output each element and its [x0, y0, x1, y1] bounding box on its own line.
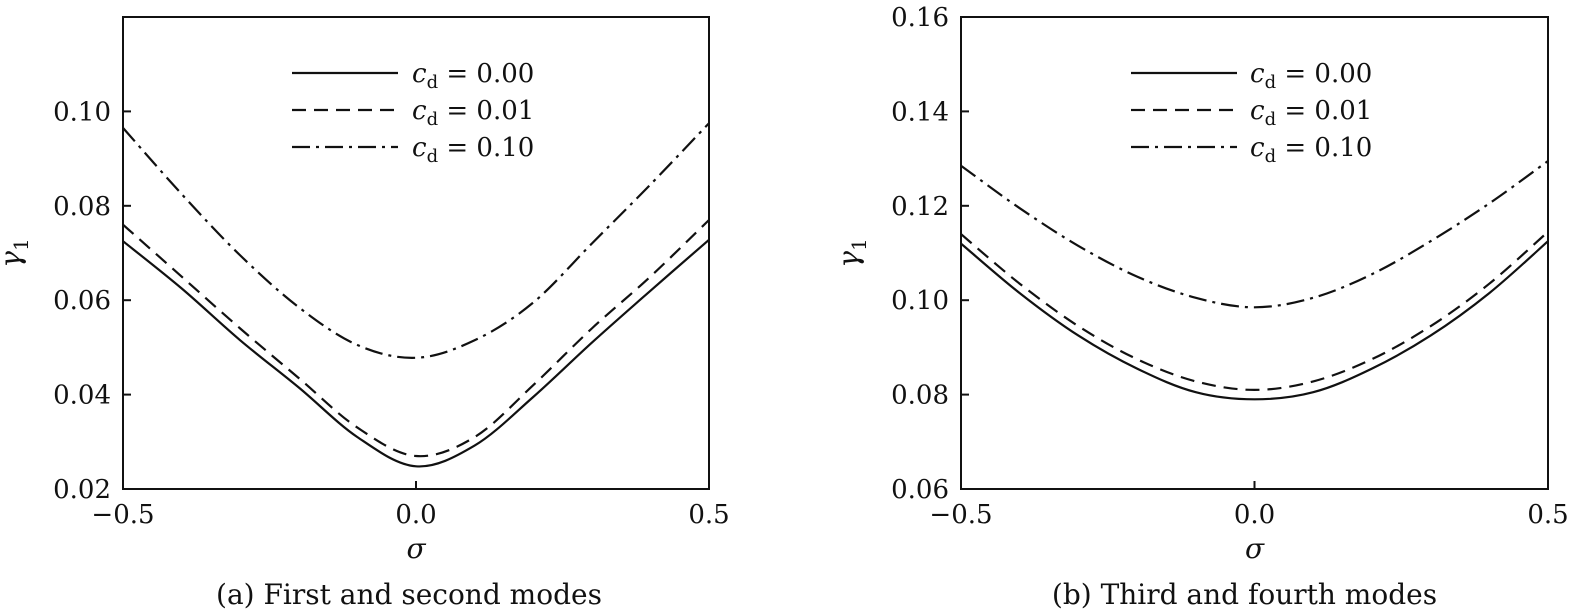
- y-tick-label: 0.10: [891, 286, 949, 316]
- y-tick-label: 0.06: [891, 475, 949, 505]
- legend-label: cd = 0.01: [412, 96, 534, 130]
- y-tick-label: 0.16: [891, 3, 949, 33]
- panel-caption: (a) First and second modes: [216, 578, 602, 611]
- y-tick-label: 0.02: [53, 475, 111, 505]
- y-tick-label: 0.10: [53, 97, 111, 127]
- legend-label: cd = 0.10: [1250, 133, 1372, 167]
- series-line-solid: [122, 238, 710, 468]
- y-axis-label: γ1: [0, 238, 33, 267]
- series-line-dashed: [122, 219, 710, 458]
- y-tick-label: 0.06: [53, 286, 111, 316]
- chart-panel-b: 0.06 0.08 0.10 0.12 0.14 0.16 −0.5 0.0 0.5 σ γ1 cd …: [832, 3, 1569, 611]
- y-tick-label: 0.14: [891, 97, 949, 127]
- x-axis-label: σ: [406, 532, 426, 565]
- y-tick-label: 0.08: [53, 192, 111, 222]
- chart-panel-a: 0.02 0.04 0.06 0.08 0.10 −0.5 0.0 0.5 σ γ1 cd = 0.…: [0, 16, 730, 611]
- legend-label: cd = 0.00: [412, 59, 534, 93]
- legend-label: cd = 0.10: [412, 133, 534, 167]
- x-tick-label: −0.5: [929, 500, 992, 530]
- x-tick-label: 0.0: [395, 500, 436, 530]
- x-tick-label: 0.5: [1527, 500, 1568, 530]
- series-line-dashed: [960, 230, 1549, 392]
- y-axis-label: γ1: [832, 238, 871, 267]
- y-tick-label: 0.08: [891, 381, 949, 411]
- y-tick-label: 0.04: [53, 381, 111, 411]
- series-line-dashdot: [960, 160, 1549, 309]
- y-tick-label: 0.12: [891, 192, 949, 222]
- legend-label: cd = 0.01: [1250, 96, 1372, 130]
- legend-label: cd = 0.00: [1250, 59, 1372, 93]
- x-tick-label: 0.5: [688, 500, 729, 530]
- x-tick-label: 0.0: [1234, 500, 1275, 530]
- panel-caption: (b) Third and fourth modes: [1052, 578, 1437, 611]
- x-axis-label: σ: [1245, 532, 1265, 565]
- series-line-dashdot: [122, 122, 710, 359]
- series-line-solid: [960, 240, 1549, 401]
- x-tick-label: −0.5: [91, 500, 154, 530]
